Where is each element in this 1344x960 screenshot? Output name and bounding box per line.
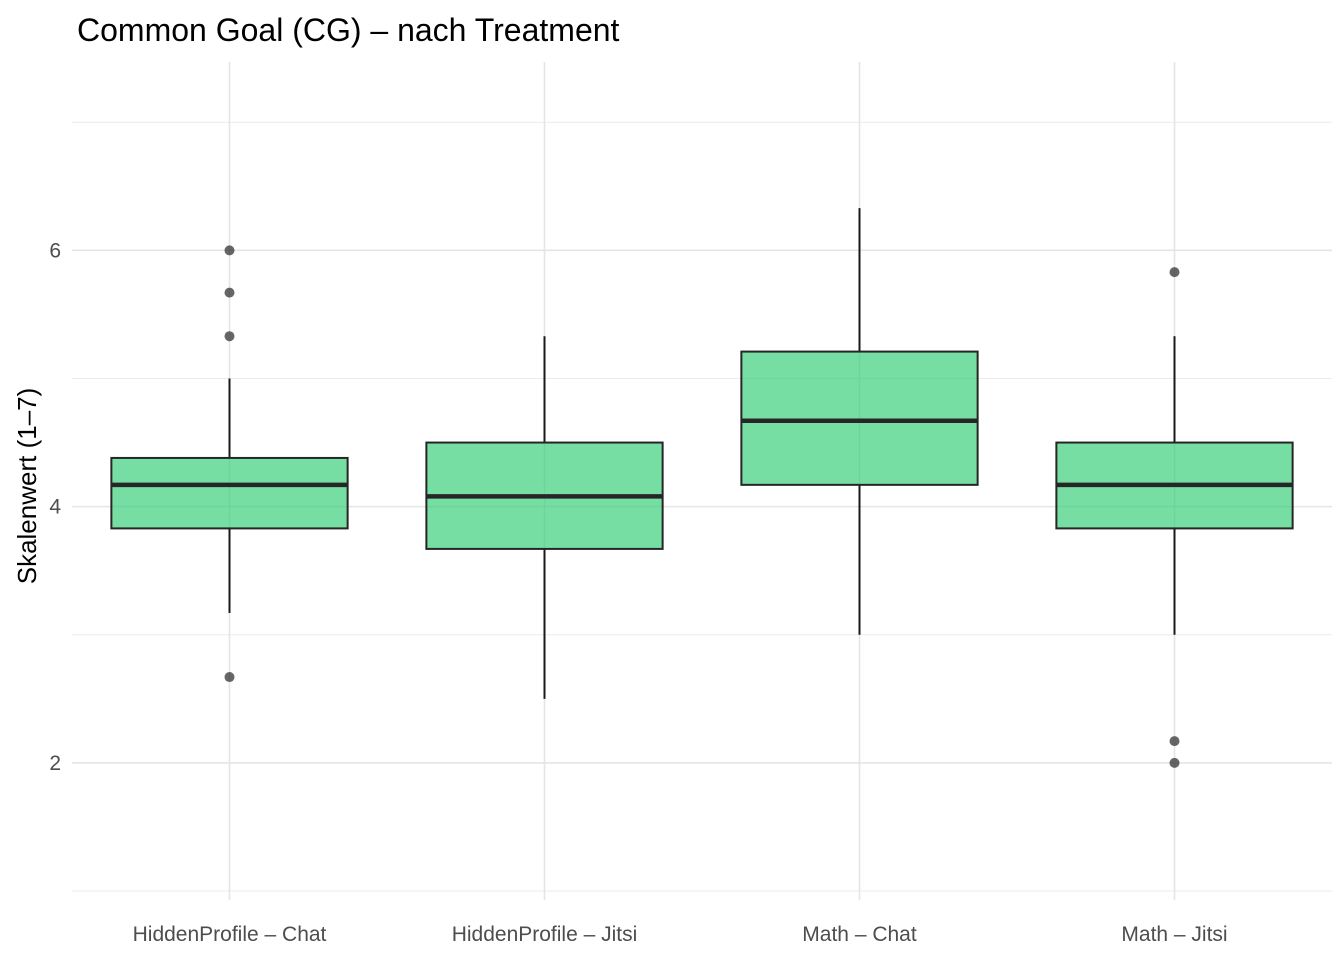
outlier-point <box>1169 267 1180 278</box>
boxes <box>110 208 1294 768</box>
box-group <box>740 208 979 635</box>
x-tick-label: HiddenProfile – Chat <box>133 923 327 946</box>
x-tick-label: Math – Jitsi <box>1121 923 1227 946</box>
box-group <box>425 336 664 699</box>
outlier-point <box>224 287 235 298</box>
x-tick-labels: HiddenProfile – Chat HiddenProfile – Jits… <box>133 923 1228 946</box>
box <box>740 350 979 486</box>
x-tick-label: Math – Chat <box>802 923 917 946</box>
box <box>110 456 349 530</box>
outlier-point <box>224 331 235 342</box>
box-group <box>1055 267 1294 768</box>
outlier-point <box>224 672 235 683</box>
y-tick-labels: 2 4 6 <box>49 239 61 775</box>
outlier-point <box>224 245 235 256</box>
y-tick-label: 4 <box>49 496 61 519</box>
chart-title: Common Goal (CG) – nach Treatment <box>77 12 620 48</box>
x-tick-label: HiddenProfile – Jitsi <box>452 923 638 946</box>
y-axis-label: Skalenwert (1–7) <box>12 388 42 585</box>
y-tick-label: 2 <box>49 752 61 775</box>
outlier-point <box>1169 757 1180 768</box>
outlier-point <box>1169 736 1180 747</box>
y-tick-label: 6 <box>49 239 61 262</box>
box-group <box>110 245 349 683</box>
